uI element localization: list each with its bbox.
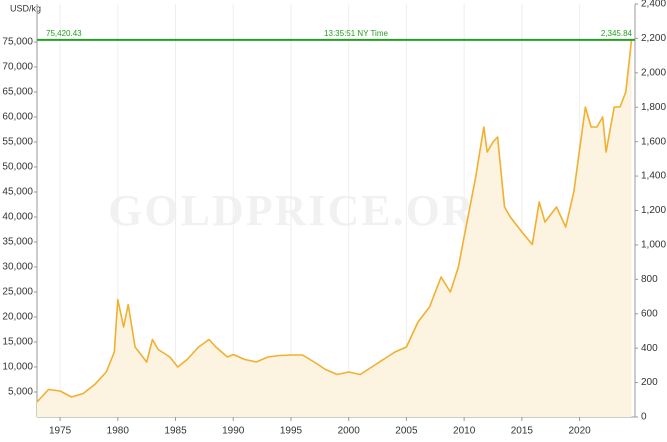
y2-tick-label: 2,200 (641, 33, 666, 44)
y-axis-label: USD/kg (10, 3, 41, 13)
y-tick-label: 10,000 (2, 362, 33, 373)
y-tick-label: 45,000 (2, 187, 33, 198)
y2-tick-label: 1,400 (641, 171, 666, 182)
y-tick-label: 25,000 (2, 287, 33, 298)
y-tick-label: 75,000 (2, 37, 33, 48)
y2-tick-label: 1,200 (641, 205, 666, 216)
y-tick-label: 30,000 (2, 262, 33, 273)
y2-tick-label: 1,000 (641, 240, 666, 251)
y2-tick-label: 1,800 (641, 102, 666, 113)
y-tick-label: 40,000 (2, 212, 33, 223)
y-tick-label: 5,000 (8, 387, 33, 398)
x-tick-label: 2010 (453, 426, 476, 437)
y2-tick-label: 400 (641, 343, 658, 354)
x-tick-label: 1980 (107, 426, 130, 437)
watermark: GOLDPRICE.ORG (108, 186, 512, 235)
y2-tick-label: 2,000 (641, 67, 666, 78)
x-tick-label: 2000 (338, 426, 361, 437)
y-tick-label: 55,000 (2, 137, 33, 148)
price-kg-label: 75,420.43 (46, 29, 82, 38)
x-tick-label: 1975 (49, 426, 72, 437)
x-tick-label: 2015 (511, 426, 534, 437)
x-tick-label: 2005 (395, 426, 418, 437)
y2-tick-label: 0 (641, 412, 647, 423)
price-oz-label: 2,345.84 (601, 29, 633, 38)
x-tick-label: 1995 (280, 426, 303, 437)
y-tick-label: 15,000 (2, 337, 33, 348)
y2-tick-label: 200 (641, 377, 658, 388)
price-time: 13:35:51 NY Time (324, 29, 388, 38)
y2-tick-label: 600 (641, 308, 658, 319)
y2-tick-label: 800 (641, 274, 658, 285)
y-tick-label: 50,000 (2, 162, 33, 173)
y2-tick-label: 1,600 (641, 136, 666, 147)
line (36, 39, 633, 403)
y-tick-label: 35,000 (2, 237, 33, 248)
y-tick-label: 65,000 (2, 87, 33, 98)
y-tick-label: 20,000 (2, 312, 33, 323)
y-tick-label: 70,000 (2, 62, 33, 73)
x-tick-label: 1985 (164, 426, 187, 437)
y-tick-label: 60,000 (2, 112, 33, 123)
x-tick-label: 2020 (568, 426, 591, 437)
y2-tick-label: 2,400 (641, 0, 666, 10)
x-tick-label: 1990 (222, 426, 245, 437)
